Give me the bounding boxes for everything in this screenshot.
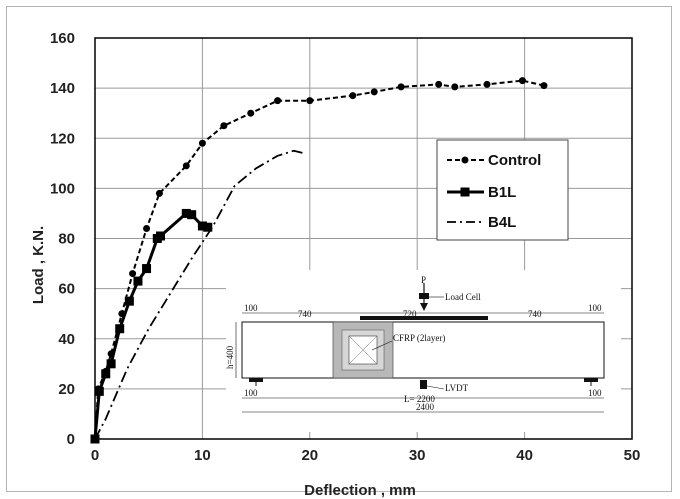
y-tick-label: 20	[58, 381, 75, 398]
legend-swatch-marker	[460, 187, 470, 197]
data-point	[197, 221, 207, 231]
data-point	[181, 208, 191, 218]
data-point	[483, 80, 491, 88]
series-b4l	[94, 149, 305, 440]
beam-body	[241, 321, 605, 379]
x-tick-label: 50	[624, 447, 641, 464]
load-arrow-head	[420, 303, 428, 311]
data-point	[155, 189, 163, 197]
dim-740-left: 740	[298, 309, 312, 319]
load-cell	[419, 293, 429, 299]
data-point	[156, 231, 166, 241]
x-tick-label: 30	[409, 447, 426, 464]
y-tick-label: 80	[58, 231, 75, 248]
y-tick-label: 40	[58, 331, 75, 348]
data-point	[370, 88, 378, 96]
legend-item-control: Control	[447, 152, 541, 169]
data-point	[182, 162, 190, 170]
data-point	[133, 276, 143, 286]
data-point	[451, 83, 459, 91]
beam-test-diagram: 100 740 720 740 100 P Load Cell CFRP (2l…	[225, 270, 621, 432]
right-support	[584, 378, 598, 382]
x-tick-label: 40	[516, 447, 533, 464]
cfrp-leader	[371, 340, 393, 351]
series-line-control	[94, 79, 545, 440]
support-right-label: 100	[588, 388, 602, 398]
legend-label: B1L	[488, 184, 516, 201]
data-point	[94, 386, 104, 396]
height-label: h=400	[225, 345, 235, 369]
y-tick-label: 120	[50, 130, 75, 147]
x-tick-label: 20	[301, 447, 318, 464]
load-p-label: P	[421, 275, 426, 285]
lvdt-label: LVDT	[445, 383, 469, 393]
load-cell-label: Load Cell	[445, 292, 481, 302]
y-tick-label: 0	[67, 431, 75, 448]
plot-area-border	[94, 37, 633, 440]
left-support	[249, 378, 263, 382]
data-point	[187, 210, 197, 220]
legend-items: Control B1L B4L	[447, 152, 541, 231]
series-b1l	[90, 208, 213, 444]
span-label: L= 2200	[404, 394, 435, 404]
dim-740-right: 740	[528, 309, 542, 319]
data-point	[143, 224, 151, 232]
y-axis-title: Load , K.N.	[30, 226, 47, 304]
dim-720: 720	[403, 309, 417, 319]
x-tick-label: 10	[194, 447, 211, 464]
y-tick-labels: 0 20 40 60 80 100 120 140 160	[50, 30, 75, 448]
series-layer	[90, 77, 548, 444]
dim-100-left: 100	[244, 303, 258, 313]
x-tick-label: 0	[91, 447, 99, 464]
x-axis-title: Deflection , mm	[304, 482, 416, 499]
data-point	[129, 270, 137, 278]
y-tick-label: 60	[58, 281, 75, 298]
data-point	[142, 264, 152, 274]
data-point	[247, 109, 255, 117]
cfrp-label: CFRP (2layer)	[393, 333, 445, 343]
lvdt-leader	[426, 385, 445, 390]
data-point	[101, 369, 111, 379]
legend-swatch-marker	[461, 156, 469, 164]
lvdt-sensor	[420, 380, 427, 389]
legend-label: Control	[488, 152, 541, 169]
series-line-b4l	[94, 149, 305, 440]
legend-label: B4L	[488, 214, 516, 231]
data-point	[115, 324, 125, 334]
legend: Control B1L B4L	[436, 139, 569, 241]
y-tick-label: 160	[50, 30, 75, 47]
data-point	[540, 82, 548, 90]
cfrp-cross-b	[348, 335, 378, 365]
legend-item-b1l: B1L	[447, 184, 516, 201]
total-length-label: 2400	[416, 402, 435, 412]
dim-100-right: 100	[588, 303, 602, 313]
data-point	[274, 97, 282, 105]
data-point	[306, 97, 314, 105]
legend-item-b4l: B4L	[447, 214, 516, 231]
support-left-label: 100	[244, 388, 258, 398]
y-tick-label: 100	[50, 180, 75, 197]
series-control	[91, 77, 548, 443]
data-point	[397, 83, 405, 91]
legend-box	[436, 139, 569, 241]
data-point	[349, 92, 357, 100]
data-point	[220, 122, 228, 130]
data-point	[106, 359, 116, 369]
loading-plate	[360, 316, 488, 320]
x-tick-labels: 0 10 20 30 40 50	[91, 447, 641, 464]
data-point	[203, 222, 213, 232]
y-tick-label: 140	[50, 80, 75, 97]
data-point	[124, 296, 134, 306]
data-point	[518, 77, 526, 85]
data-point	[198, 139, 206, 147]
data-point	[435, 80, 443, 88]
